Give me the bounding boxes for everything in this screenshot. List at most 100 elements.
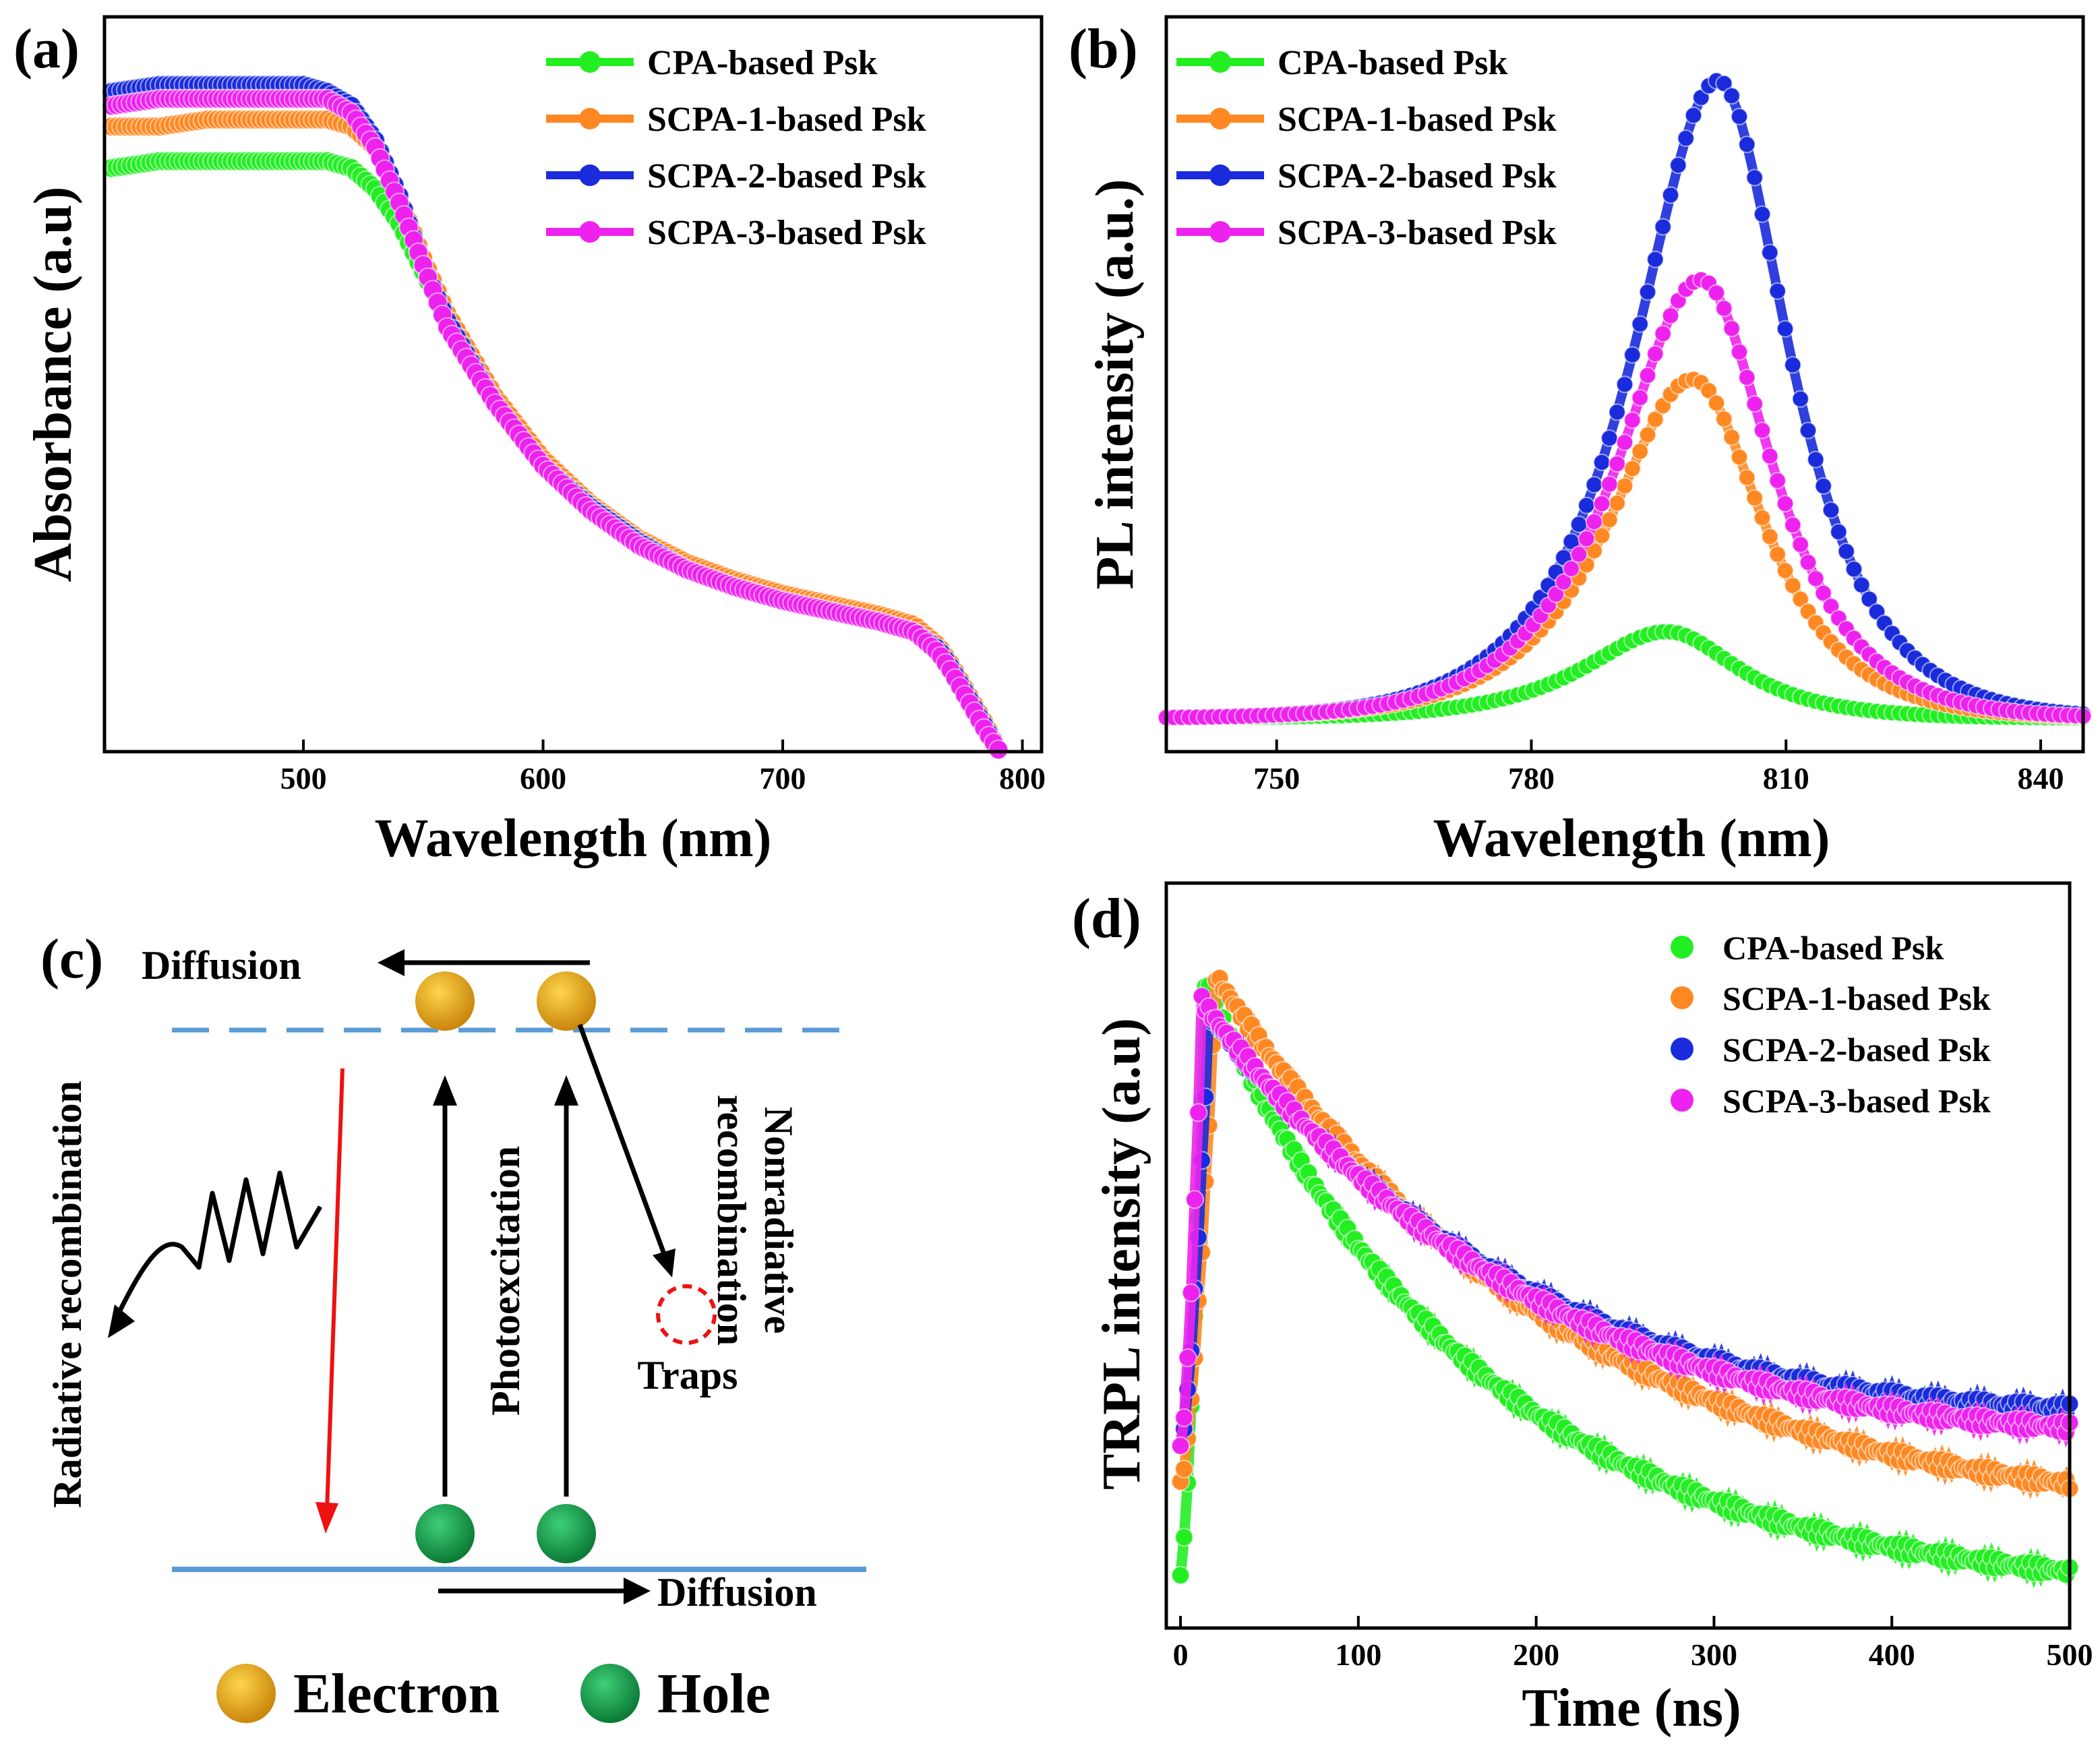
panel-a-xlabel: Wavelength (nm) bbox=[375, 809, 772, 868]
data-point-scpa-3-based-psk bbox=[1585, 513, 1603, 531]
data-point-scpa-2-based-psk bbox=[1654, 218, 1672, 236]
data-point-scpa-3-based-psk bbox=[1745, 395, 1764, 413]
panel-b-legend: CPA-based Psk SCPA-1-based Psk SCPA-2-ba… bbox=[1176, 44, 1557, 252]
x-tick-label-400: 400 bbox=[1869, 1637, 1915, 1672]
legend-a-cpa: CPA-based Psk bbox=[647, 44, 877, 82]
x-tick-label-100: 100 bbox=[1335, 1637, 1381, 1672]
data-point-scpa-3-based-psk bbox=[1623, 411, 1642, 429]
x-tick-label-200: 200 bbox=[1513, 1637, 1559, 1672]
data-point-scpa-2-based-psk bbox=[1616, 375, 1633, 394]
x-tick-label-840: 840 bbox=[2018, 761, 2064, 795]
data-point-scpa-2-based-psk bbox=[1853, 576, 1871, 594]
data-point-scpa-2-based-psk bbox=[1822, 501, 1840, 519]
legend-d-marker-scpa1 bbox=[1671, 986, 1693, 1009]
data-point-scpa-3-based-psk bbox=[1171, 1436, 1191, 1455]
data-point-scpa-2-based-psk bbox=[1830, 523, 1848, 541]
data-point-scpa-2-based-psk bbox=[1776, 320, 1794, 338]
panel-b-ticks: 750 780 810 840 bbox=[1253, 740, 2064, 795]
data-point-scpa-3-based-psk bbox=[1181, 1283, 1201, 1302]
data-point-scpa-3-based-psk bbox=[1178, 1348, 1197, 1368]
data-point-scpa-2-based-psk bbox=[1570, 515, 1588, 533]
legend-d-scpa3: SCPA-3-based Psk bbox=[1722, 1082, 1991, 1120]
data-point-scpa-2-based-psk bbox=[1685, 107, 1702, 125]
data-point-scpa-1-based-psk bbox=[1608, 494, 1626, 512]
legend-b-marker-scpa3 bbox=[1209, 221, 1231, 243]
panel-b-ylabel: PL intensity (a.u.) bbox=[1085, 179, 1145, 590]
data-point-scpa-3-based-psk bbox=[1639, 366, 1656, 384]
x-tick-label-0: 0 bbox=[1173, 1637, 1189, 1672]
data-point-scpa-3-based-psk bbox=[1768, 471, 1787, 489]
x-tick-label-750: 750 bbox=[1253, 761, 1300, 795]
legend-d-scpa1: SCPA-1-based Psk bbox=[1722, 980, 1991, 1017]
panel-a-ylabel: Absorbance (a.u) bbox=[24, 187, 83, 582]
panel-a-ticks: 500 600 700 800 bbox=[280, 740, 1046, 795]
data-point-scpa-3-based-psk bbox=[1731, 343, 1748, 361]
panel-a-frame bbox=[102, 15, 1044, 754]
data-point-scpa-3-based-psk bbox=[1593, 495, 1611, 513]
data-point-scpa-1-based-psk bbox=[1731, 448, 1748, 466]
trap-circle-icon bbox=[656, 1284, 717, 1345]
data-point-scpa-1-based-psk bbox=[1708, 394, 1725, 412]
data-point-scpa-3-based-psk bbox=[1616, 433, 1633, 452]
panel-a-data bbox=[101, 75, 1009, 760]
x-tick-label-800: 800 bbox=[999, 761, 1046, 795]
data-point-scpa-2-based-psk bbox=[1761, 243, 1779, 262]
panel-b-data bbox=[1158, 71, 2092, 727]
data-point-scpa-3-based-psk bbox=[1662, 307, 1679, 325]
data-point-scpa-2-based-psk bbox=[1639, 283, 1656, 301]
data-point-scpa-2-based-psk bbox=[1631, 315, 1649, 333]
nonradiative-label-1: Nonradiative bbox=[756, 1107, 801, 1334]
data-point-scpa-3-based-psk bbox=[1189, 1103, 1208, 1122]
data-point-scpa-2-based-psk bbox=[1669, 156, 1687, 175]
photoexcitation-arrowhead-2 bbox=[554, 1075, 578, 1106]
data-point-scpa-1-based-psk bbox=[1768, 545, 1787, 564]
legend-a-marker-cpa bbox=[579, 51, 601, 73]
legend-d-marker-cpa bbox=[1671, 936, 1693, 959]
data-point-scpa-2-based-psk bbox=[1731, 107, 1748, 125]
data-point-scpa-3-based-psk bbox=[1784, 516, 1802, 534]
panel-d-data bbox=[1171, 968, 2079, 1589]
panel-c-diagram: (c) Diffusion Photoexcitation bbox=[40, 928, 866, 1725]
panel-c-label: (c) bbox=[40, 928, 103, 990]
data-point-scpa-2-based-psk bbox=[1837, 543, 1855, 560]
hole-1 bbox=[415, 1504, 475, 1563]
nonradiative-arrowhead bbox=[653, 1248, 676, 1277]
x-tick-label-780: 780 bbox=[1508, 761, 1555, 795]
data-point-scpa-1-based-psk bbox=[1722, 428, 1741, 446]
data-point-scpa-2-based-psk bbox=[1593, 453, 1611, 471]
data-point-scpa-3-based-psk bbox=[1600, 475, 1619, 493]
data-point-scpa-3-based-psk bbox=[1791, 535, 1809, 553]
data-point-scpa-2-based-psk bbox=[1791, 390, 1809, 408]
legend-d-cpa: CPA-based Psk bbox=[1722, 929, 1944, 967]
data-point-scpa-1-based-psk bbox=[1623, 460, 1642, 478]
diffusion-bottom-arrowhead bbox=[624, 1577, 651, 1604]
data-point-scpa-2-based-psk bbox=[1722, 87, 1741, 105]
x-tick-label-810: 810 bbox=[1763, 761, 1809, 795]
data-point-scpa-2-based-psk bbox=[1608, 403, 1626, 421]
data-point-scpa-3-based-psk bbox=[1715, 299, 1733, 318]
legend-b-scpa1: SCPA-1-based Psk bbox=[1278, 100, 1557, 139]
diffusion-top-arrowhead bbox=[378, 949, 404, 976]
data-point-scpa-3-based-psk bbox=[1174, 1408, 1194, 1427]
data-point-scpa-3-based-psk bbox=[1708, 284, 1725, 302]
data-point-scpa-2-based-psk bbox=[1646, 250, 1664, 268]
panel-d-xlabel: Time (ns) bbox=[1522, 1679, 1741, 1738]
data-point-scpa-1-based-psk bbox=[1631, 442, 1649, 460]
electron-2 bbox=[537, 971, 596, 1031]
x-tick-label-500: 500 bbox=[2047, 1637, 2093, 1672]
series-scpa-3-based-psk bbox=[1171, 986, 2079, 1455]
legend-d-marker-scpa2 bbox=[1671, 1037, 1693, 1060]
panel-b-xlabel: Wavelength (nm) bbox=[1433, 809, 1830, 868]
photoexcitation-arrowhead-1 bbox=[433, 1075, 457, 1106]
panel-a-label: (a) bbox=[13, 18, 80, 80]
data-point-scpa-3-based-psk bbox=[1654, 325, 1672, 342]
series-line-scpa-3-based-psk bbox=[111, 93, 1003, 753]
series-scpa-3-based-psk bbox=[101, 88, 1009, 760]
legend-d-marker-scpa3 bbox=[1671, 1089, 1693, 1112]
hole-legend-marker bbox=[580, 1664, 640, 1723]
legend-a-scpa3: SCPA-3-based Psk bbox=[647, 214, 926, 252]
panel-b: 750 780 810 840 (b) Wavelength (nm) PL inte… bbox=[1069, 15, 2092, 868]
data-point-scpa-2-based-psk bbox=[1662, 186, 1679, 204]
legend-b-scpa3: SCPA-3-based Psk bbox=[1278, 214, 1557, 252]
data-point-cpa-based-psk bbox=[1174, 1528, 1194, 1547]
